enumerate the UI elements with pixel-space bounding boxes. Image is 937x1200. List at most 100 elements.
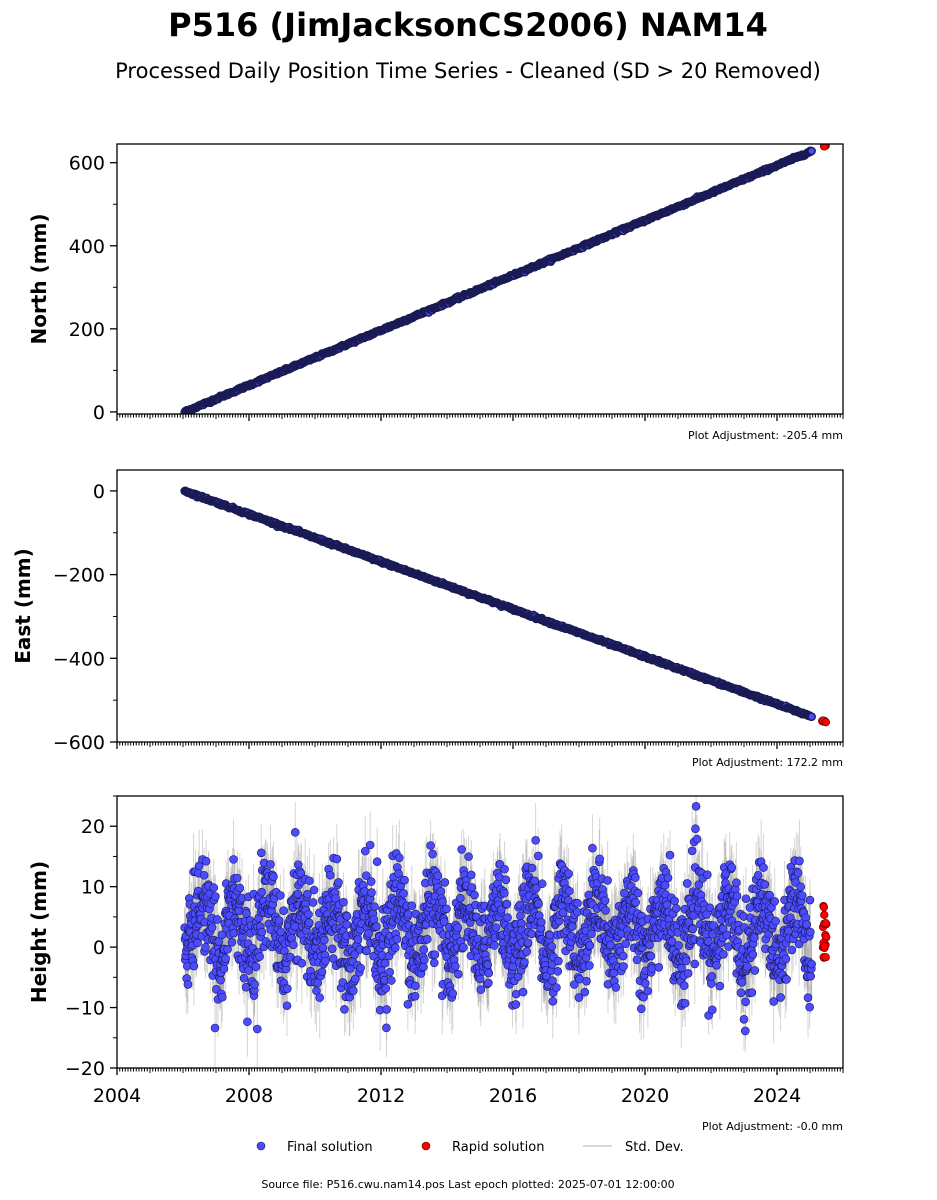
final-point <box>350 950 359 959</box>
y-tick-label: 200 <box>69 319 105 341</box>
final-point <box>276 891 285 900</box>
final-point <box>201 856 211 866</box>
final-point <box>290 828 300 837</box>
final-point <box>250 980 259 989</box>
final-point <box>392 934 402 944</box>
y-tick-label: −400 <box>53 648 105 670</box>
final-point <box>351 974 360 984</box>
final-point <box>183 980 193 989</box>
final-point <box>211 892 220 901</box>
final-point <box>410 991 420 1001</box>
y-axis: 0 200 400 600 <box>69 153 117 424</box>
final-point <box>364 929 373 938</box>
final-point <box>411 981 420 991</box>
final-point <box>282 1001 292 1011</box>
final-point <box>315 993 324 1002</box>
y-tick-label: −600 <box>53 732 105 754</box>
plot-area <box>180 144 830 414</box>
north-panel: 0 200 400 600 North (mm) <box>27 143 844 424</box>
rapid-point <box>821 718 831 727</box>
final-point <box>325 870 335 880</box>
final-point <box>391 943 400 953</box>
final-point <box>807 146 816 156</box>
final-point <box>216 975 225 985</box>
final-point <box>367 888 376 897</box>
final-point <box>807 712 816 721</box>
final-point <box>199 870 209 880</box>
final-point <box>288 940 298 950</box>
final-point <box>210 1023 220 1033</box>
final-point <box>342 911 352 921</box>
y-axis: 0 −200 −400 −600 <box>53 481 117 754</box>
final-point <box>353 935 363 944</box>
final-point <box>209 883 219 892</box>
final-point <box>328 954 338 963</box>
final-point <box>308 898 318 907</box>
final-point <box>356 963 365 973</box>
x-axis <box>116 742 844 749</box>
final-point <box>255 952 264 961</box>
final-point <box>303 889 312 899</box>
east-panel: 0 −200 −400 −600 East (mm) <box>11 469 844 754</box>
final-point <box>219 964 229 973</box>
x-axis <box>116 414 844 421</box>
final-point <box>366 877 376 886</box>
final-points <box>180 486 816 721</box>
final-point <box>256 848 266 858</box>
rapid-points <box>819 144 830 151</box>
final-point <box>243 1017 252 1027</box>
final-point <box>361 871 371 880</box>
final-point <box>274 916 284 925</box>
final-point <box>269 872 278 881</box>
final-point <box>403 999 413 1009</box>
final-point <box>290 922 300 931</box>
final-point <box>334 878 343 887</box>
final-point <box>241 982 251 992</box>
final-point <box>360 846 370 856</box>
final-point <box>266 860 275 869</box>
final-point <box>242 909 251 918</box>
final-point <box>193 938 202 948</box>
final-point <box>403 909 413 919</box>
y-tick-label: −200 <box>53 565 105 587</box>
final-point <box>244 966 254 975</box>
final-point <box>385 967 394 977</box>
final-point <box>382 1005 392 1014</box>
plot-area <box>180 796 831 1068</box>
final-point <box>362 946 371 956</box>
y-tick-label: 0 <box>93 481 105 503</box>
y-tick-label: 0 <box>93 402 105 424</box>
final-point <box>318 943 328 953</box>
final-point <box>257 927 267 937</box>
final-point <box>332 854 342 864</box>
final-point <box>320 935 329 945</box>
final-point <box>394 853 404 863</box>
final-point <box>221 954 230 963</box>
final-point <box>380 958 390 968</box>
final-point <box>223 944 232 954</box>
final-point <box>407 901 417 911</box>
rapid-point <box>820 144 829 151</box>
final-point <box>382 1023 391 1033</box>
final-point <box>321 956 330 966</box>
final-point <box>304 918 314 927</box>
final-point <box>349 986 358 996</box>
final-point <box>342 920 352 929</box>
final-point <box>387 976 396 985</box>
final-point <box>235 883 245 893</box>
final-point <box>365 840 375 850</box>
final-point <box>305 876 314 886</box>
final-point <box>327 944 337 954</box>
final-point <box>331 894 340 903</box>
final-point <box>293 889 303 899</box>
final-point <box>251 962 261 972</box>
plot-area <box>180 486 831 727</box>
final-point <box>309 885 319 895</box>
y-axis-label: East (mm) <box>11 548 35 664</box>
final-point <box>304 910 313 919</box>
final-point <box>317 967 327 977</box>
final-point <box>297 958 307 968</box>
final-point <box>217 992 227 1002</box>
final-point <box>381 984 391 993</box>
final-point <box>279 906 289 915</box>
